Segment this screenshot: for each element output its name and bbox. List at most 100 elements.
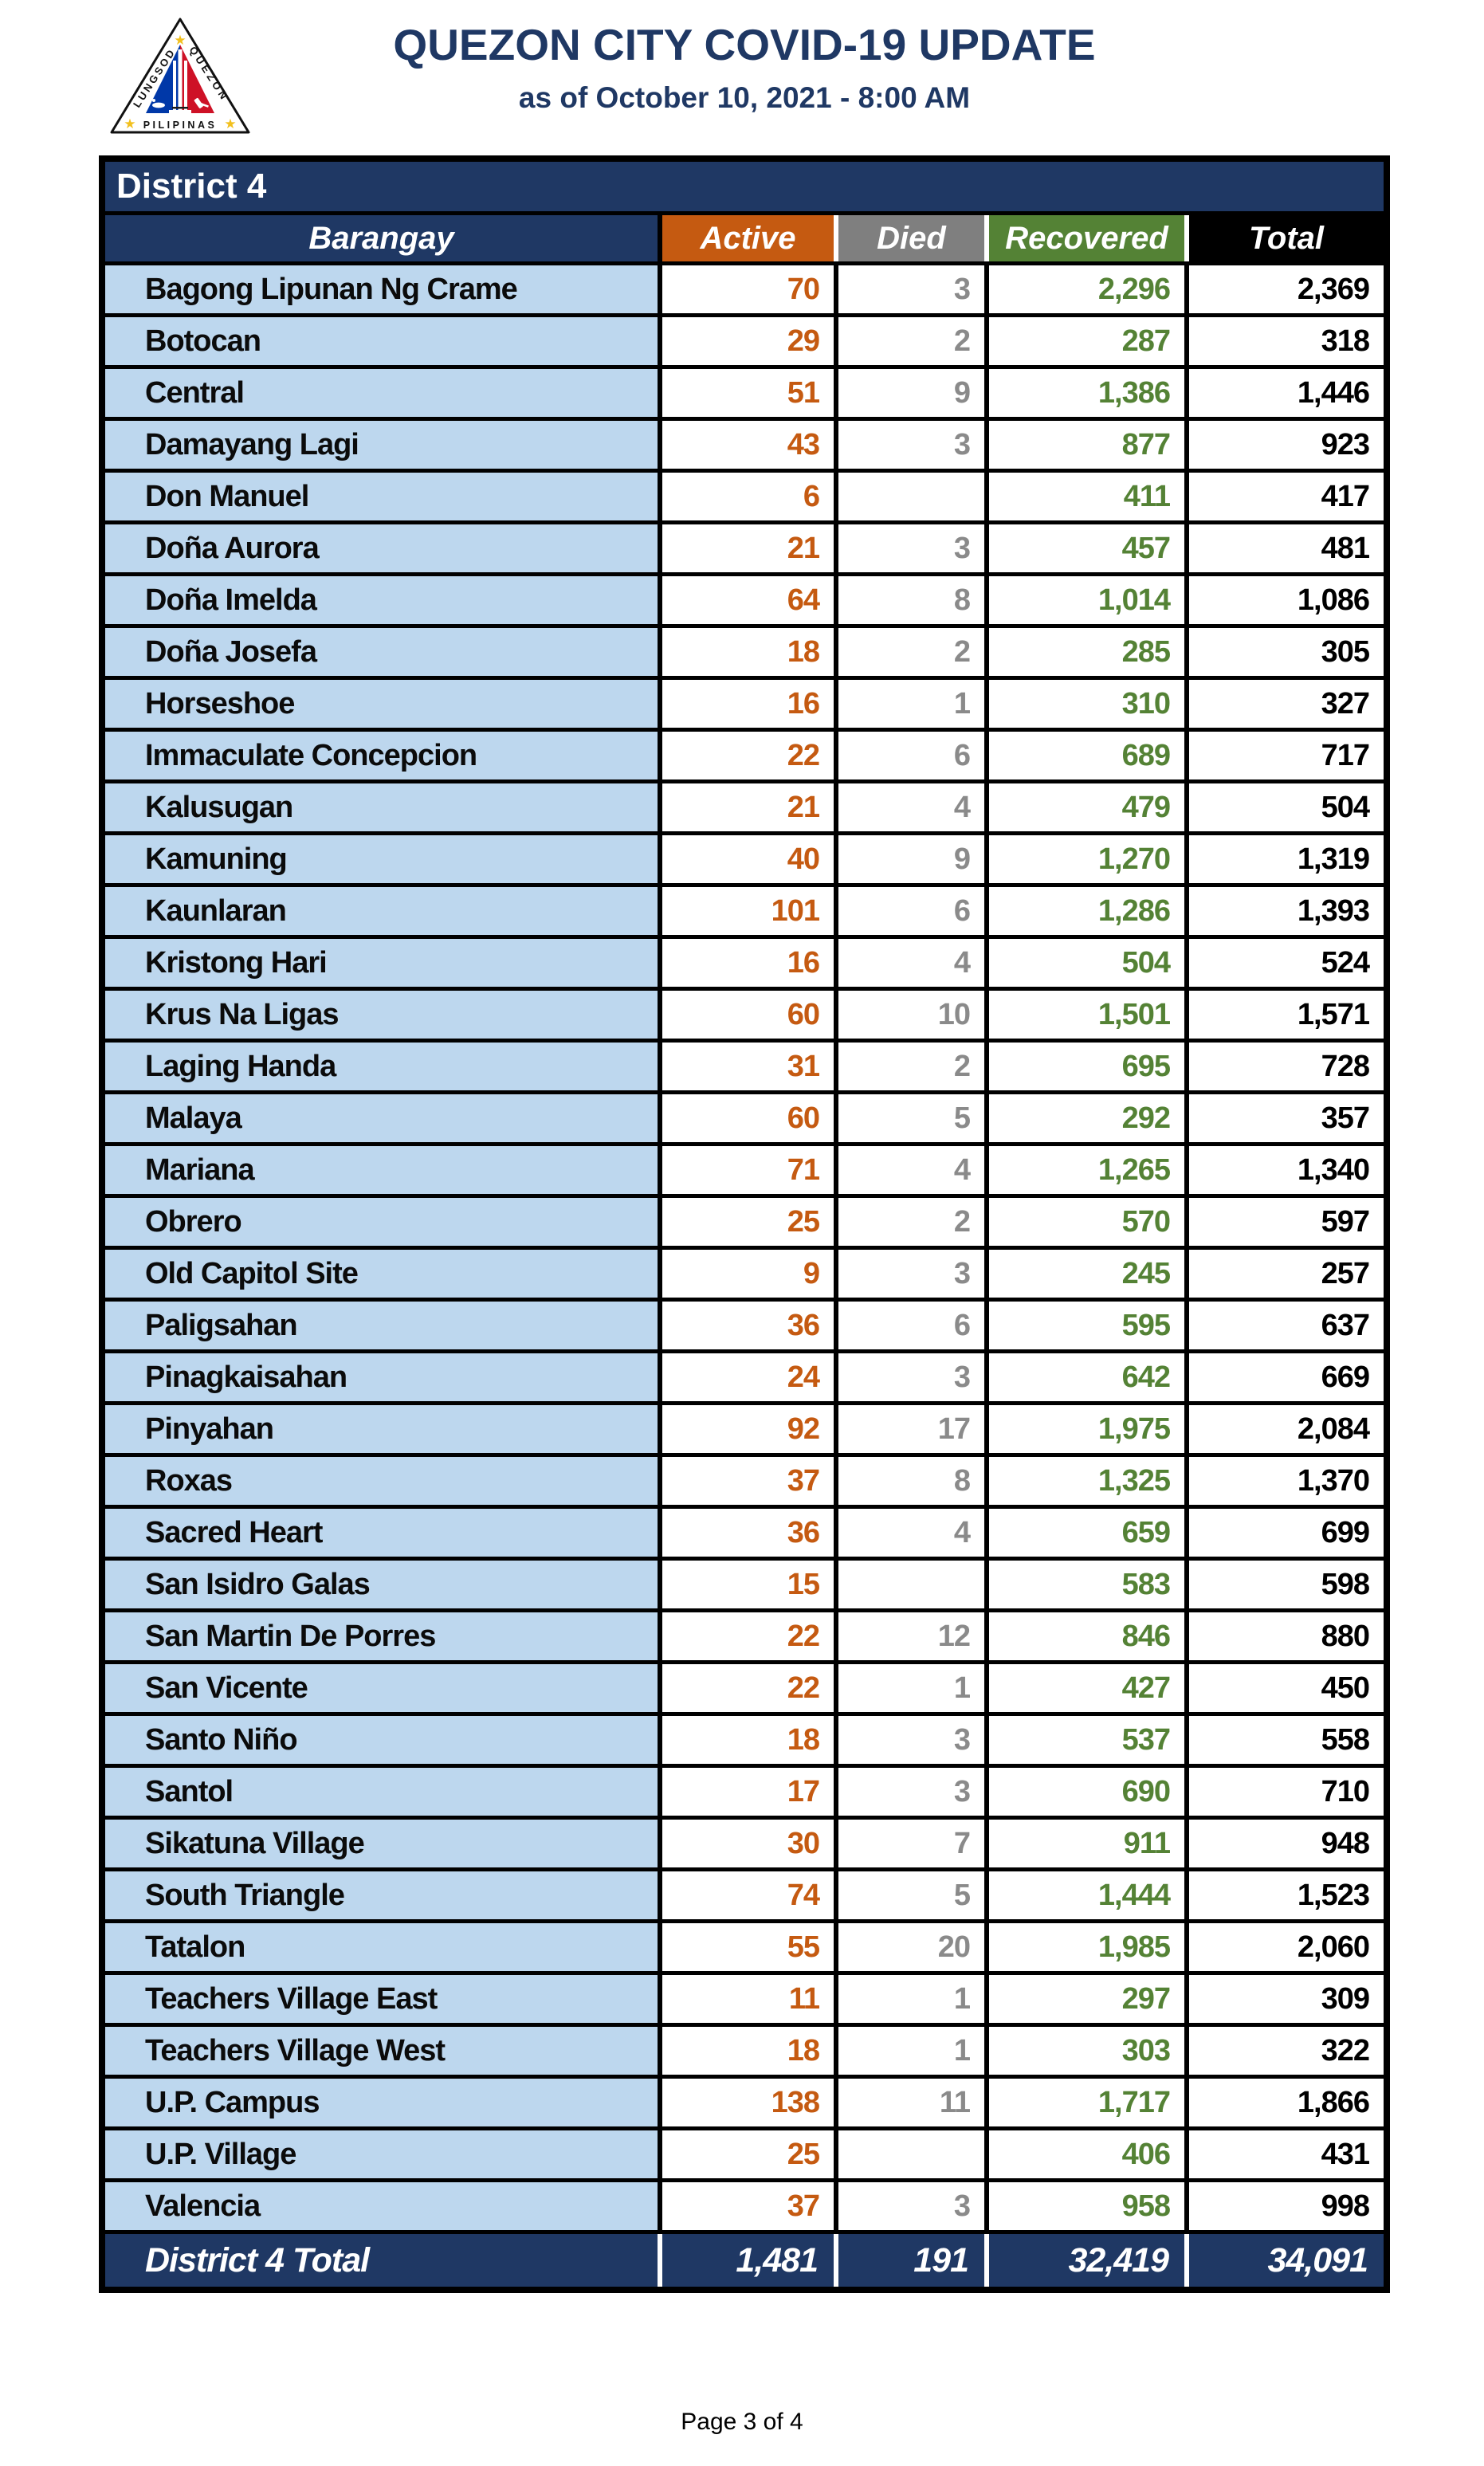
- active-cell: 16: [658, 680, 834, 728]
- barangay-cell: Kristong Hari: [105, 939, 658, 987]
- total-cell: 880: [1184, 1612, 1384, 1660]
- recovered-cell: 958: [984, 2182, 1184, 2230]
- total-row-recovered: 32,419: [984, 2234, 1184, 2287]
- column-header-recovered: Recovered: [984, 215, 1184, 261]
- active-cell: 21: [658, 783, 834, 831]
- total-row-died: 191: [834, 2234, 984, 2287]
- total-cell: 2,084: [1184, 1405, 1384, 1453]
- recovered-cell: 1,325: [984, 1457, 1184, 1505]
- died-cell: 4: [834, 939, 984, 987]
- total-cell: 1,370: [1184, 1457, 1384, 1505]
- total-cell: 728: [1184, 1043, 1384, 1090]
- total-cell: 524: [1184, 939, 1384, 987]
- recovered-cell: 537: [984, 1716, 1184, 1764]
- table-row: Bagong Lipunan Ng Crame 70 3 2,296 2,369: [105, 261, 1384, 313]
- died-cell: 3: [834, 1768, 984, 1816]
- recovered-cell: 1,985: [984, 1923, 1184, 1971]
- active-cell: 60: [658, 1094, 834, 1142]
- table-row: Old Capitol Site 9 3 245 257: [105, 1246, 1384, 1298]
- barangay-cell: Tatalon: [105, 1923, 658, 1971]
- barangay-cell: Doña Imelda: [105, 576, 658, 624]
- recovered-cell: 1,265: [984, 1146, 1184, 1194]
- barangay-cell: Roxas: [105, 1457, 658, 1505]
- barangay-cell: Pinyahan: [105, 1405, 658, 1453]
- active-cell: 18: [658, 2027, 834, 2075]
- active-cell: 64: [658, 576, 834, 624]
- total-cell: 322: [1184, 2027, 1384, 2075]
- table-row: Kaunlaran 101 6 1,286 1,393: [105, 883, 1384, 935]
- total-cell: 923: [1184, 421, 1384, 469]
- active-cell: 16: [658, 939, 834, 987]
- table-row: U.P. Campus 138 11 1,717 1,866: [105, 2075, 1384, 2126]
- total-row-label: District 4 Total: [105, 2234, 658, 2287]
- recovered-cell: 310: [984, 680, 1184, 728]
- died-cell: 20: [834, 1923, 984, 1971]
- barangay-cell: Botocan: [105, 317, 658, 365]
- total-cell: 481: [1184, 524, 1384, 572]
- died-cell: 3: [834, 1250, 984, 1298]
- total-cell: 1,446: [1184, 369, 1384, 417]
- table-row: Roxas 37 8 1,325 1,370: [105, 1453, 1384, 1505]
- table-row: Pinagkaisahan 24 3 642 669: [105, 1349, 1384, 1401]
- died-cell: [834, 1561, 984, 1608]
- barangay-cell: U.P. Village: [105, 2130, 658, 2178]
- total-cell: 1,523: [1184, 1871, 1384, 1919]
- active-cell: 29: [658, 317, 834, 365]
- active-cell: 36: [658, 1509, 834, 1557]
- active-cell: 70: [658, 265, 834, 313]
- table-row: Kalusugan 21 4 479 504: [105, 779, 1384, 831]
- recovered-cell: 570: [984, 1198, 1184, 1246]
- total-cell: 637: [1184, 1302, 1384, 1349]
- active-cell: 15: [658, 1561, 834, 1608]
- total-cell: 1,393: [1184, 887, 1384, 935]
- active-cell: 37: [658, 1457, 834, 1505]
- star-icon: ★: [174, 33, 186, 48]
- barangay-cell: San Isidro Galas: [105, 1561, 658, 1608]
- active-cell: 101: [658, 887, 834, 935]
- total-cell: 669: [1184, 1353, 1384, 1401]
- barangay-cell: Krus Na Ligas: [105, 991, 658, 1039]
- active-cell: 18: [658, 628, 834, 676]
- died-cell: 2: [834, 1043, 984, 1090]
- recovered-cell: 1,386: [984, 369, 1184, 417]
- barangay-cell: Malaya: [105, 1094, 658, 1142]
- table-row: Kamuning 40 9 1,270 1,319: [105, 831, 1384, 883]
- total-cell: 504: [1184, 783, 1384, 831]
- total-cell: 417: [1184, 473, 1384, 520]
- barangay-cell: Mariana: [105, 1146, 658, 1194]
- table-row: Doña Josefa 18 2 285 305: [105, 624, 1384, 676]
- table-row: Sacred Heart 36 4 659 699: [105, 1505, 1384, 1557]
- active-cell: 40: [658, 835, 834, 883]
- died-cell: 9: [834, 835, 984, 883]
- died-cell: 17: [834, 1405, 984, 1453]
- table-row: Teachers Village East 11 1 297 309: [105, 1971, 1384, 2023]
- page-subtitle: as of October 10, 2021 - 8:00 AM: [518, 81, 971, 114]
- table-row: Botocan 29 2 287 318: [105, 313, 1384, 365]
- active-cell: 22: [658, 1612, 834, 1660]
- died-cell: 2: [834, 628, 984, 676]
- died-cell: 11: [834, 2079, 984, 2126]
- recovered-cell: 659: [984, 1509, 1184, 1557]
- active-cell: 25: [658, 1198, 834, 1246]
- recovered-cell: 297: [984, 1975, 1184, 2023]
- page-header: ★ ★ ★ LUNGSOD QUEZON PILIPINAS QUEZON CI…: [0, 0, 1484, 155]
- recovered-cell: 427: [984, 1664, 1184, 1712]
- active-cell: 31: [658, 1043, 834, 1090]
- recovered-cell: 1,286: [984, 887, 1184, 935]
- died-cell: 5: [834, 1094, 984, 1142]
- table-row: Immaculate Concepcion 22 6 689 717: [105, 728, 1384, 779]
- active-cell: 21: [658, 524, 834, 572]
- table-row: Mariana 71 4 1,265 1,340: [105, 1142, 1384, 1194]
- table-row: Sikatuna Village 30 7 911 948: [105, 1816, 1384, 1867]
- died-cell: 3: [834, 265, 984, 313]
- recovered-cell: 245: [984, 1250, 1184, 1298]
- active-cell: 43: [658, 421, 834, 469]
- barangay-cell: Valencia: [105, 2182, 658, 2230]
- table-row: Don Manuel 6 411 417: [105, 469, 1384, 520]
- total-cell: 1,866: [1184, 2079, 1384, 2126]
- total-cell: 1,571: [1184, 991, 1384, 1039]
- total-row-total: 34,091: [1184, 2234, 1384, 2287]
- recovered-cell: 411: [984, 473, 1184, 520]
- active-cell: 6: [658, 473, 834, 520]
- total-cell: 1,086: [1184, 576, 1384, 624]
